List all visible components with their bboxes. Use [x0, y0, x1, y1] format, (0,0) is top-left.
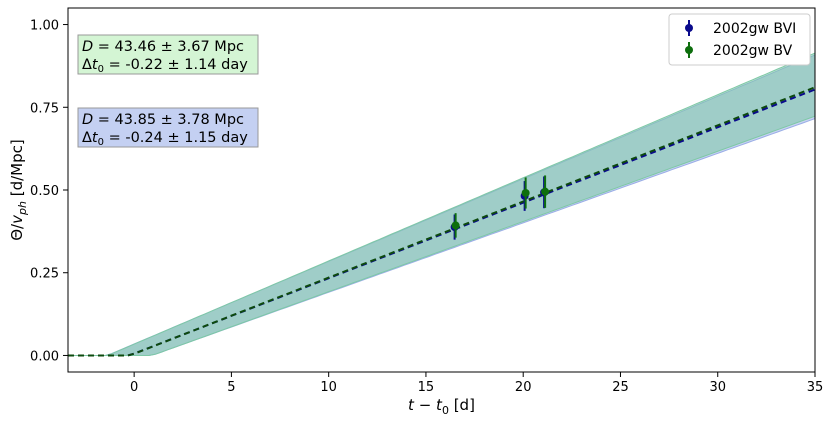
fit-line-2 — [68, 86, 815, 357]
x-tick-label: 15 — [418, 380, 435, 395]
y-tick-label: 0.50 — [30, 184, 59, 199]
x-tick-label: 5 — [227, 380, 235, 395]
annotation-distance: D = 43.46 ± 3.67 Mpc — [82, 39, 244, 55]
data-points — [450, 175, 550, 240]
band-1 — [68, 54, 815, 356]
x-tick-label: 25 — [612, 380, 629, 395]
point-s2-1 — [451, 221, 460, 230]
legend: 2002gw BVI 2002gw BV — [668, 13, 811, 66]
y-tick-label: 1.00 — [30, 19, 59, 34]
x-tick-label: 35 — [807, 380, 824, 395]
point-s2-3 — [541, 187, 550, 196]
y-tick-label: 0.75 — [30, 101, 59, 116]
legend-frame — [668, 13, 811, 66]
legend-label: 2002gw BV — [713, 43, 793, 59]
annotation-bv: D = 43.46 ± 3.67 Mpc Δt0 = -0.22 ± 1.14 d… — [77, 34, 259, 75]
y-tick-label: 0.00 — [30, 349, 59, 364]
legend-item-1: 2002gw BVI — [685, 20, 796, 37]
band-2 — [68, 52, 815, 356]
x-tick-label: 30 — [709, 380, 726, 395]
y-tick-label: 0.25 — [30, 267, 59, 282]
legend-box: 2002gw BVI 2002gw BV — [668, 13, 811, 66]
axes: 0 5 10 15 20 25 30 35 0.00 0.25 0.50 0.75 1.00 t − t0… — [8, 7, 824, 417]
annotation-box — [77, 34, 259, 75]
confidence-bands — [68, 52, 815, 356]
y-axis-label: Θ/vph [d/Mpc] — [8, 139, 29, 241]
x-tick-label: 20 — [515, 380, 532, 395]
x-axis-label: t − t0 [d] — [408, 396, 475, 417]
fit-line-1 — [68, 88, 815, 357]
annotations: D = 43.46 ± 3.67 Mpc Δt0 = -0.22 ± 1.14 d… — [77, 34, 259, 148]
fit-lines — [68, 86, 815, 357]
x-tick-label: 0 — [130, 380, 138, 395]
x-tick-label: 10 — [320, 380, 337, 395]
legend-item-2: 2002gw BV — [685, 42, 793, 59]
annotation-time-offset: Δt0 = -0.24 ± 1.15 day — [82, 130, 248, 148]
annotation-distance: D = 43.85 ± 3.78 Mpc — [82, 112, 244, 128]
legend-marker — [685, 24, 693, 32]
legend-marker — [685, 46, 693, 54]
point-s2-2 — [521, 188, 530, 197]
annotation-box — [77, 107, 259, 148]
annotation-time-offset: Δt0 = -0.22 ± 1.14 day — [82, 57, 248, 75]
legend-label: 2002gw BVI — [713, 21, 796, 37]
annotation-bvi: D = 43.85 ± 3.78 Mpc Δt0 = -0.24 ± 1.15 d… — [77, 107, 259, 148]
